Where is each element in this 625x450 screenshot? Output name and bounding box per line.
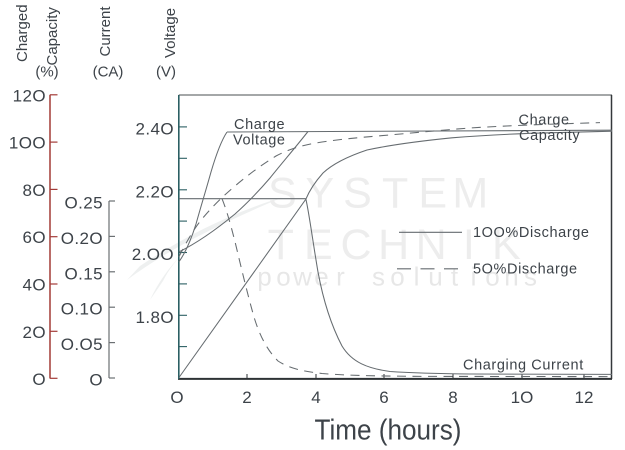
svg-text:2O: 2O	[23, 323, 46, 342]
svg-text:2.2O: 2.2O	[136, 182, 174, 201]
svg-text:2.4O: 2.4O	[136, 119, 174, 138]
svg-text:O.O5: O.O5	[61, 335, 103, 354]
svg-text:Charged: Charged	[14, 4, 31, 62]
svg-text:Capacity: Capacity	[44, 7, 61, 66]
svg-text:4: 4	[311, 388, 320, 407]
svg-text:6O: 6O	[23, 228, 46, 247]
svg-text:1OO%Discharge: 1OO%Discharge	[473, 225, 590, 241]
svg-text:5O%Discharge: 5O%Discharge	[473, 262, 578, 278]
svg-text:1OO: 1OO	[9, 134, 46, 153]
svg-text:8: 8	[448, 388, 457, 407]
svg-text:12: 12	[575, 388, 594, 407]
svg-text:O.1O: O.1O	[61, 300, 103, 319]
svg-text:2.OO: 2.OO	[132, 245, 174, 264]
svg-text:Time (hours): Time (hours)	[315, 415, 462, 447]
svg-text:12O: 12O	[13, 86, 46, 105]
svg-text:O: O	[89, 371, 103, 390]
svg-text:2: 2	[242, 388, 251, 407]
svg-text:O.25: O.25	[65, 194, 103, 213]
svg-text:Charge: Charge	[234, 117, 285, 133]
svg-text:4O: 4O	[23, 276, 46, 295]
svg-text:Voltage: Voltage	[233, 133, 286, 149]
svg-text:Current: Current	[97, 6, 114, 57]
svg-text:(V): (V)	[156, 64, 176, 81]
svg-text:Capacity: Capacity	[519, 128, 580, 144]
svg-text:(CA): (CA)	[93, 64, 124, 81]
svg-text:O.2O: O.2O	[61, 229, 103, 248]
svg-text:Voltage: Voltage	[162, 8, 179, 58]
svg-text:1.8O: 1.8O	[136, 308, 174, 327]
svg-text:Charge: Charge	[519, 113, 570, 129]
svg-text:power solutions: power solutions	[257, 262, 537, 292]
svg-text:8O: 8O	[23, 181, 46, 200]
svg-text:O: O	[170, 388, 183, 407]
svg-text:O: O	[32, 370, 46, 389]
svg-text:O.15: O.15	[65, 264, 103, 283]
svg-text:1O: 1O	[511, 388, 534, 407]
svg-text:Charging Current: Charging Current	[463, 358, 584, 374]
svg-text:(%): (%)	[35, 64, 58, 81]
svg-text:6: 6	[379, 388, 388, 407]
